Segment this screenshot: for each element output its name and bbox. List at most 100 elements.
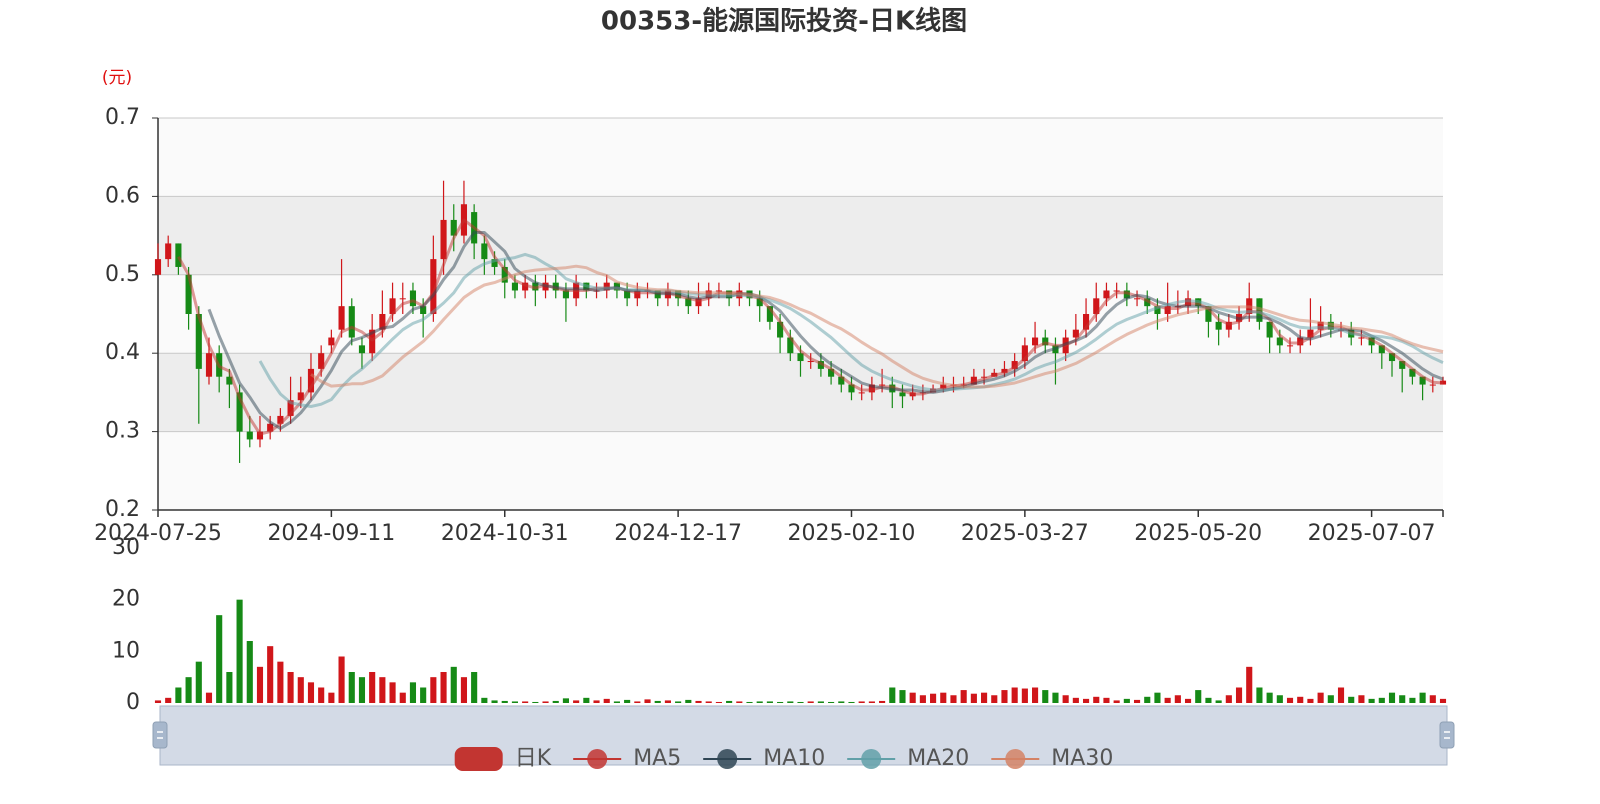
- candle-body: [1388, 353, 1396, 362]
- candle-body: [981, 376, 988, 378]
- volume-bar: [746, 701, 753, 703]
- candle-body: [1378, 345, 1385, 354]
- candle-body: [940, 384, 947, 389]
- volume-bar: [552, 700, 559, 703]
- legend-label: MA30: [1051, 746, 1113, 771]
- legend: 日K MA5 MA10 MA20 MA30: [454, 746, 1113, 771]
- split-area: [158, 431, 1443, 510]
- candle-body: [1225, 321, 1232, 330]
- x-tick-label: 2025-05-20: [1134, 521, 1262, 546]
- volume-bar: [1235, 687, 1243, 703]
- volume-bar: [481, 697, 488, 703]
- volume-bar: [1256, 687, 1263, 703]
- volume-bar: [522, 701, 529, 703]
- candle-body: [185, 274, 192, 314]
- volume-bar: [532, 701, 539, 703]
- volume-bar: [185, 677, 192, 703]
- volume-bar: [246, 641, 253, 703]
- volume-bar: [848, 701, 855, 703]
- candle-body: [195, 314, 202, 369]
- volume-bar: [797, 701, 804, 703]
- volume-bar: [1093, 696, 1100, 703]
- zoom-handle[interactable]: [152, 721, 168, 749]
- volume-bar: [542, 701, 549, 703]
- volume-bar: [348, 672, 355, 703]
- volume-bar: [664, 700, 671, 703]
- y-axis-label: (元): [102, 68, 132, 88]
- candle-body: [501, 266, 508, 283]
- volume-bar: [583, 697, 590, 703]
- legend-icon: [861, 749, 882, 769]
- volume-bar: [369, 672, 376, 703]
- volume-bar: [1317, 692, 1324, 703]
- legend-item[interactable]: MA10: [703, 746, 825, 771]
- volume-bar: [1072, 697, 1079, 703]
- volume-bar: [236, 599, 243, 703]
- volume-bar: [226, 672, 233, 703]
- volume-bar: [420, 687, 427, 703]
- volume-bar: [1439, 698, 1447, 703]
- volume-bar: [460, 677, 468, 703]
- candle-body: [175, 243, 182, 267]
- ma-line: [177, 218, 1444, 436]
- volume-bar: [205, 692, 213, 703]
- volume-bar: [1123, 698, 1130, 703]
- candle-body: [1358, 337, 1365, 339]
- ma-line: [310, 264, 1444, 389]
- volume-bar: [491, 700, 498, 703]
- legend-label: MA20: [907, 746, 969, 771]
- volume-bar: [430, 677, 437, 703]
- candle-body: [1093, 298, 1100, 314]
- candle-body: [858, 392, 865, 394]
- candle-body: [307, 368, 315, 393]
- candle-body: [1419, 376, 1426, 385]
- candle-body: [165, 243, 172, 260]
- candle-body: [409, 290, 417, 307]
- legend-label: MA5: [633, 746, 681, 771]
- volume-bar: [389, 682, 396, 703]
- candle-body: [1001, 368, 1008, 373]
- volume-bar: [1195, 690, 1202, 703]
- volume-bar: [715, 701, 722, 703]
- y-tick-label: 0.2: [105, 497, 140, 522]
- candle-body: [1011, 361, 1018, 369]
- x-tick-label: 2025-02-10: [788, 521, 916, 546]
- candle-body: [828, 368, 835, 377]
- candle-body: [287, 400, 294, 416]
- candle-body: [154, 259, 162, 275]
- x-tick-label: 2024-12-17: [614, 521, 742, 546]
- candle-body: [267, 423, 274, 432]
- chart-title: 00353-能源国际投资-日K线图: [601, 6, 967, 37]
- candle-body: [797, 353, 804, 362]
- volume-bar: [889, 687, 896, 703]
- candle-body: [348, 306, 355, 338]
- volume-bar: [1276, 695, 1283, 703]
- legend-item[interactable]: MA5: [573, 746, 681, 771]
- candle-body: [369, 329, 376, 354]
- zoom-handle[interactable]: [1439, 721, 1455, 749]
- volume-bar: [216, 615, 223, 703]
- volume-bar: [787, 701, 794, 703]
- candle-body: [1429, 384, 1436, 386]
- volume-bar: [1266, 692, 1273, 703]
- volume-bar: [919, 695, 926, 703]
- candle-body: [848, 384, 855, 393]
- legend-item[interactable]: MA30: [991, 746, 1113, 771]
- candle-body: [205, 353, 213, 377]
- volume-bar: [573, 700, 580, 703]
- candle-body: [1276, 337, 1283, 346]
- candle-body: [1082, 314, 1090, 330]
- legend-icon: [587, 749, 608, 769]
- candle-body: [420, 306, 427, 314]
- volume-bar: [644, 699, 651, 703]
- candle-body: [1184, 298, 1192, 307]
- volume-bar: [1358, 695, 1365, 703]
- volume-bar: [1205, 697, 1212, 703]
- candle-body: [399, 298, 406, 300]
- volume-bar: [1246, 666, 1253, 703]
- volume-bar: [409, 682, 417, 703]
- legend-item[interactable]: MA20: [847, 746, 969, 771]
- legend-label: 日K: [515, 746, 552, 771]
- legend-item[interactable]: 日K: [454, 746, 552, 771]
- candle-body: [562, 290, 569, 299]
